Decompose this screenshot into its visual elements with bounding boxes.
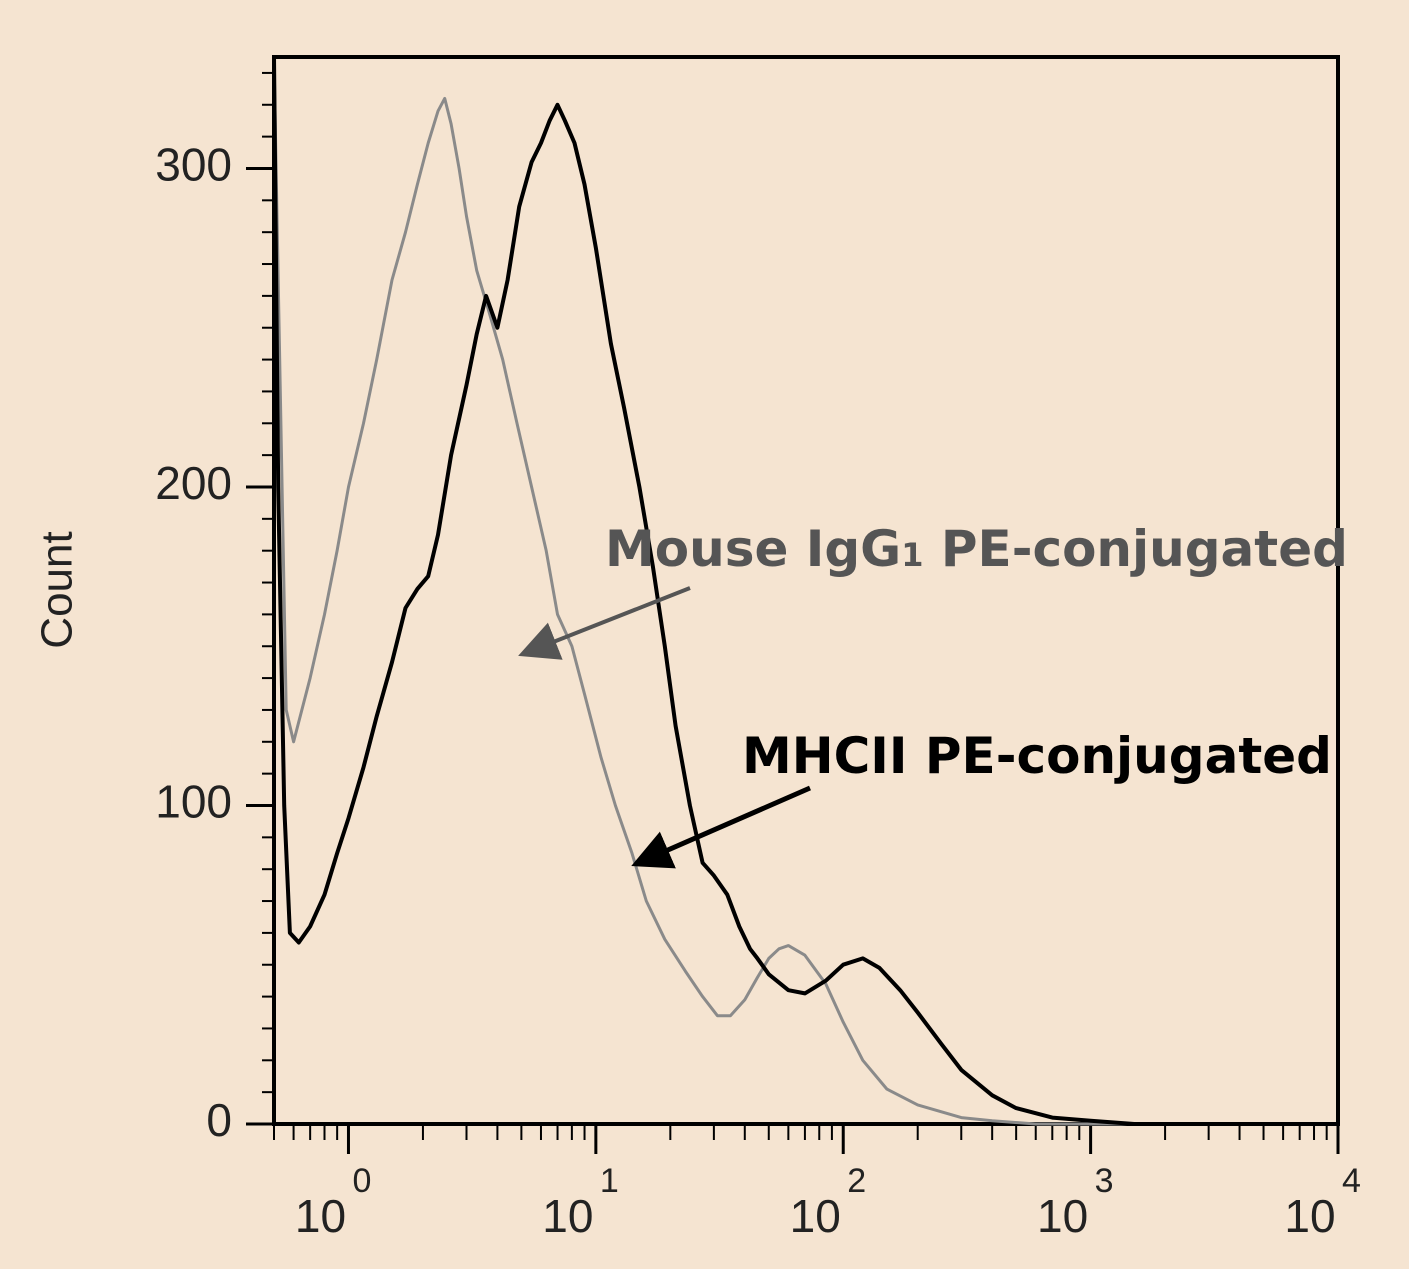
x-tick-exponent: 3: [1095, 1162, 1114, 1200]
x-tick-label: 10: [542, 1190, 593, 1242]
x-minor-ticks: [273, 1124, 1328, 1140]
x-tick-label: 10: [1037, 1190, 1088, 1242]
x-tick-exponent: 2: [847, 1162, 866, 1200]
y-tick-label: 200: [155, 457, 232, 509]
y-minor-ticks: [262, 71, 274, 1125]
y-axis: 0 100 200 300: [155, 139, 274, 1146]
y-axis-title: Count: [33, 531, 82, 648]
y-tick-label: 0: [206, 1094, 232, 1146]
x-tick-exponent: 1: [600, 1162, 619, 1200]
annotation-mhcii: MHCII PE-conjugated: [742, 727, 1332, 785]
annotation-arrow-mhcii: [631, 785, 811, 869]
x-tick-label: 10: [790, 1190, 841, 1242]
x-tick-exponent: 0: [352, 1162, 371, 1200]
series-line-mhcii: [272, 56, 1338, 1126]
annotation-mouse-igg1-main: Mouse IgG: [605, 520, 901, 578]
plot-area: [272, 55, 1340, 1126]
y-tick-label: 300: [155, 139, 232, 191]
x-tick-exponent: 4: [1342, 1162, 1361, 1200]
annotation-mouse-igg1: Mouse IgG1 PE-conjugated: [605, 520, 1348, 578]
annotation-arrow-mouse-igg1: [518, 586, 691, 660]
x-tick-label: 10: [295, 1190, 346, 1242]
annotation-mouse-igg1-sub: 1: [901, 536, 923, 574]
annotation-mouse-igg1-rest: PE-conjugated: [923, 520, 1347, 578]
y-tick-label: 100: [155, 776, 232, 828]
series-line-mouse-igg1: [272, 56, 1338, 1126]
x-tick-label: 10: [1284, 1190, 1335, 1242]
